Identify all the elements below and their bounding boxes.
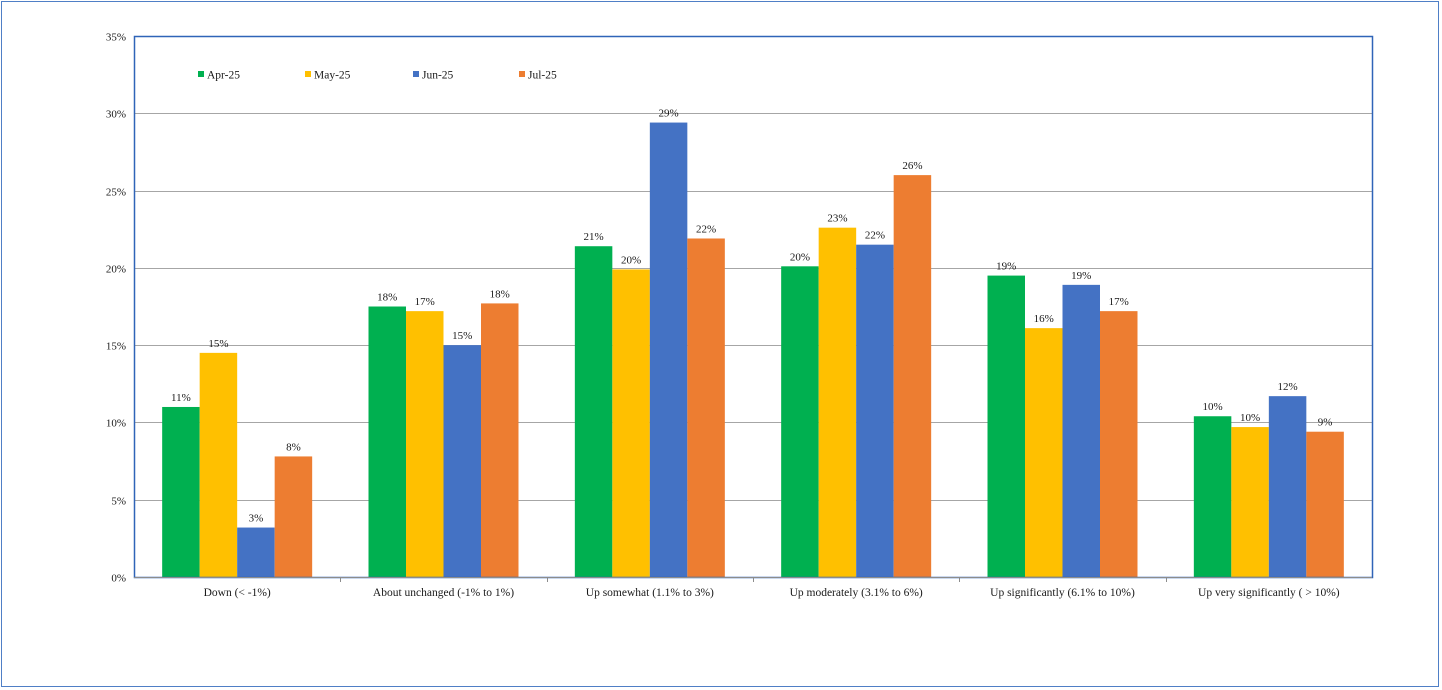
bars <box>162 122 1344 577</box>
bar-apr-25-1 <box>162 406 200 577</box>
data-label: 3% <box>249 513 264 525</box>
y-tick-label: 15% <box>106 341 126 353</box>
data-label: 23% <box>827 213 847 225</box>
legend-swatch-jul-25 <box>519 71 525 77</box>
bar-may-25-6 <box>1231 427 1269 577</box>
bar-may-25-1 <box>199 352 238 577</box>
bar-apr-25-2 <box>368 306 406 577</box>
legend-swatch-may-25 <box>305 71 311 77</box>
bar-jun-25-3 <box>649 122 688 577</box>
data-label: 26% <box>902 160 922 172</box>
data-label: 11% <box>171 392 191 404</box>
data-label: 19% <box>996 261 1016 273</box>
data-label: 15% <box>452 330 472 342</box>
bar-may-25-4 <box>818 227 857 577</box>
category-label: Up moderately (3.1% to 6%) <box>790 587 923 599</box>
data-label: 8% <box>286 441 301 453</box>
y-tick-label: 0% <box>111 573 126 585</box>
legend-label-may-25: May-25 <box>314 70 351 82</box>
gridlines <box>134 36 1372 501</box>
bar-jul-25-5 <box>1100 311 1138 577</box>
category-label: Up significantly (6.1% to 10%) <box>990 587 1135 599</box>
category-label: Down (< -1%) <box>204 587 271 599</box>
bar-apr-25-4 <box>781 266 819 577</box>
data-label: 18% <box>377 292 397 304</box>
bar-apr-25-6 <box>1193 416 1232 577</box>
legend-label-apr-25: Apr-25 <box>207 70 240 82</box>
bar-apr-25-3 <box>574 246 613 577</box>
data-label: 29% <box>658 108 678 120</box>
bar-jun-25-1 <box>237 527 275 577</box>
bar-jul-25-2 <box>481 303 519 577</box>
data-label: 18% <box>490 288 510 300</box>
bar-may-25-2 <box>406 311 444 577</box>
legend-label-jul-25: Jul-25 <box>528 70 557 82</box>
axes: 0% 5% 10% 15% 20% 25% 30% 35% Down (< -1%) About … <box>106 32 1374 599</box>
category-label: Up somewhat (1.1% to 3%) <box>586 587 714 599</box>
y-tick-label: 20% <box>106 264 126 276</box>
bar-jul-25-4 <box>893 175 932 577</box>
data-label: 22% <box>865 230 885 242</box>
category-label: Up very significantly ( > 10%) <box>1198 587 1340 599</box>
y-tick-label: 30% <box>106 109 126 121</box>
data-label: 20% <box>790 251 810 263</box>
data-label: 16% <box>1034 313 1054 325</box>
data-label: 9% <box>1318 417 1333 429</box>
bar-jun-25-2 <box>443 345 481 577</box>
bar-may-25-3 <box>612 269 650 577</box>
data-label: 10% <box>1240 412 1260 424</box>
bar-apr-25-5 <box>987 275 1025 577</box>
y-tick-label: 25% <box>106 187 126 199</box>
data-label: 19% <box>1071 270 1091 282</box>
y-tick-label: 5% <box>111 496 126 508</box>
bar-jun-25-5 <box>1062 284 1100 577</box>
legend-swatch-apr-25 <box>198 71 204 77</box>
legend-label-jun-25: Jun-25 <box>422 70 454 82</box>
data-label: 17% <box>415 296 435 308</box>
y-tick-label: 35% <box>106 32 126 44</box>
data-label: 22% <box>696 223 716 235</box>
data-label: 15% <box>208 338 228 350</box>
legend-swatch-jun-25 <box>413 71 419 77</box>
data-labels: 11% 15% 3% 8% 18% 17% 15% 18% 21% 20% 29% 22% 20% 23%… <box>171 108 1332 525</box>
data-label: 17% <box>1109 296 1129 308</box>
bar-jul-25-3 <box>687 238 725 577</box>
plot-area-border <box>133 35 1374 579</box>
bar-jul-25-1 <box>274 456 313 577</box>
data-label: 10% <box>1202 401 1222 413</box>
data-label: 12% <box>1277 381 1297 393</box>
bar-jul-25-6 <box>1306 431 1344 577</box>
data-label: 21% <box>583 231 603 243</box>
legend: Apr-25 May-25 Jun-25 Jul-25 <box>198 70 557 82</box>
bar-jun-25-6 <box>1268 396 1307 577</box>
bar-jun-25-4 <box>856 244 894 577</box>
bar-may-25-5 <box>1025 328 1063 577</box>
y-tick-label: 10% <box>106 418 126 430</box>
category-label: About unchanged (-1% to 1%) <box>373 587 514 599</box>
data-label: 20% <box>621 254 641 266</box>
